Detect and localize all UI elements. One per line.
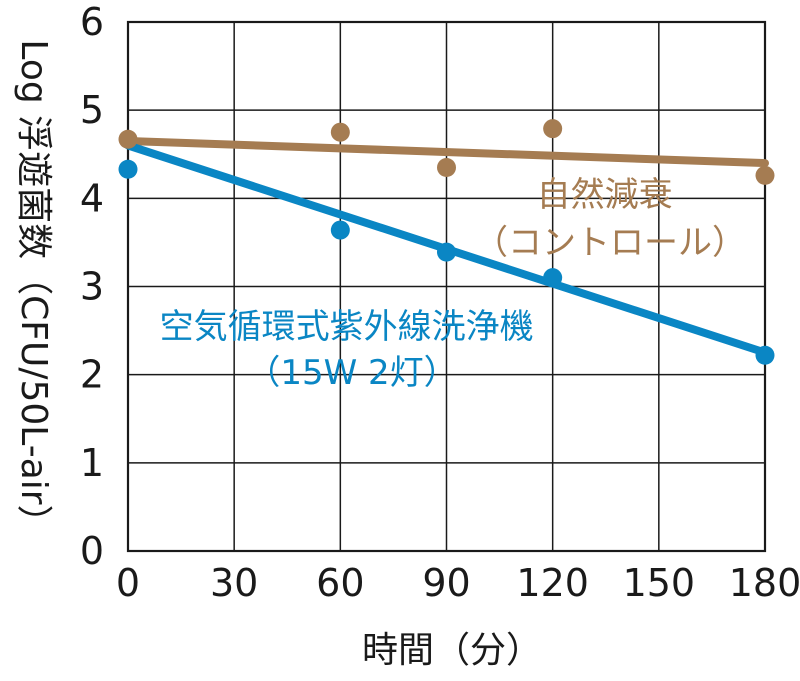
x-tick-label: 90	[422, 561, 470, 605]
y-tick-label: 4	[80, 176, 104, 220]
uv-label-line-1: 空気循環式紫外線洗浄機	[160, 307, 534, 347]
x-tick-label: 180	[729, 561, 800, 605]
uv-data-point	[118, 159, 138, 179]
uv-data-point	[437, 242, 456, 262]
uv-data-point	[543, 268, 563, 288]
y-tick-label: 1	[80, 441, 104, 485]
x-tick-labels: 0 30 60 90 120 150 180	[116, 561, 800, 605]
x-tick-label: 30	[210, 561, 258, 605]
y-axis-label: Log 浮遊菌数（CFU/50L-air）	[13, 39, 54, 540]
uv-data-point	[330, 220, 350, 240]
x-tick-label: 120	[516, 561, 589, 605]
control-trend-line	[124, 137, 769, 168]
data-points	[118, 119, 775, 365]
control-data-point	[330, 122, 350, 142]
y-tick-label: 6	[80, 0, 104, 44]
control-data-point	[118, 129, 138, 149]
y-tick-label: 2	[80, 353, 104, 397]
x-axis-label: 時間（分）	[362, 630, 542, 671]
grid	[126, 20, 767, 553]
uv-data-point	[755, 345, 775, 365]
control-data-point	[437, 157, 456, 177]
control-data-point	[755, 165, 775, 185]
control-label-line-2: （コントロール）	[474, 223, 746, 263]
control-series-label: 自然減衰 （コントロール）	[474, 175, 746, 263]
x-tick-label: 60	[316, 561, 364, 605]
x-tick-label: 150	[623, 561, 696, 605]
y-tick-labels: 0 1 2 3 4 5 6	[80, 0, 104, 573]
control-label-line-1: 自然減衰	[537, 175, 673, 215]
control-data-point	[543, 119, 563, 139]
y-tick-label: 5	[80, 88, 104, 132]
y-tick-label: 3	[80, 265, 104, 309]
uv-label-line-2: （15W 2灯）	[246, 353, 457, 393]
x-tick-label: 0	[116, 561, 140, 605]
y-tick-label: 0	[80, 529, 104, 573]
uv-series-label: 空気循環式紫外線洗浄機 （15W 2灯）	[160, 307, 545, 393]
